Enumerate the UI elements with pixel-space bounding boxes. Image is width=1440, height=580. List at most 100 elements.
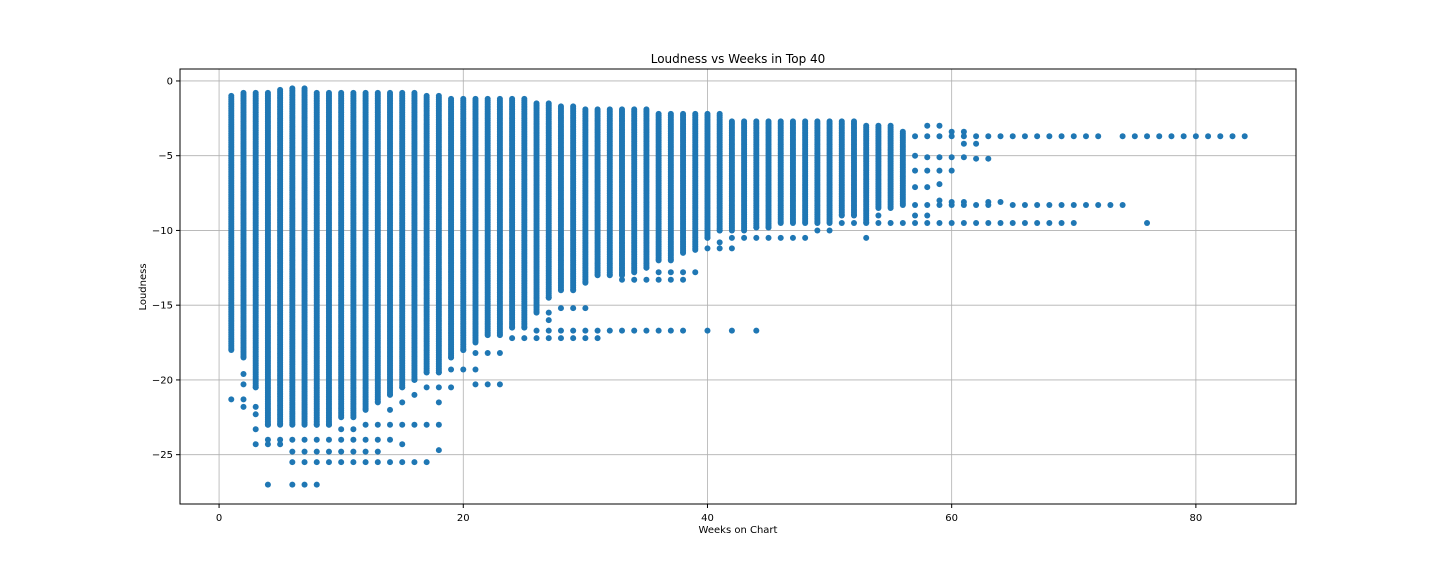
data-point — [387, 407, 393, 413]
data-point — [240, 381, 246, 387]
data-point — [338, 459, 344, 465]
data-point — [302, 437, 308, 443]
data-point — [399, 422, 405, 428]
data-point — [277, 441, 283, 447]
data-point — [326, 449, 332, 455]
data-point — [314, 437, 320, 443]
data-point — [350, 449, 356, 455]
data-point — [521, 325, 527, 331]
data-point — [399, 399, 405, 405]
data-point — [582, 335, 588, 341]
data-point — [558, 305, 564, 311]
data-point — [387, 459, 393, 465]
data-point — [460, 366, 466, 372]
data-point — [472, 381, 478, 387]
data-point — [521, 335, 527, 341]
data-point — [289, 449, 295, 455]
data-point — [595, 335, 601, 341]
grid-lines — [180, 69, 1296, 504]
data-point — [338, 426, 344, 432]
data-point — [485, 332, 491, 338]
data-point — [546, 295, 552, 301]
data-point — [338, 437, 344, 443]
data-point — [497, 381, 503, 387]
data-point — [228, 396, 234, 402]
data-point — [240, 371, 246, 377]
data-point — [289, 422, 295, 428]
data-point — [253, 411, 259, 417]
data-point — [302, 482, 308, 488]
data-point — [534, 328, 540, 334]
data-point — [375, 459, 381, 465]
data-point — [411, 392, 417, 398]
data-point — [436, 447, 442, 453]
data-point — [265, 482, 271, 488]
data-point — [607, 328, 613, 334]
data-point — [424, 422, 430, 428]
data-point — [326, 422, 332, 428]
data-point — [350, 414, 356, 420]
data-point — [314, 482, 320, 488]
data-point — [302, 459, 308, 465]
data-point — [265, 441, 271, 447]
data-point — [277, 422, 283, 428]
data-point — [302, 422, 308, 428]
data-point — [387, 422, 393, 428]
data-point — [570, 287, 576, 293]
data-point — [302, 449, 308, 455]
data-point — [338, 414, 344, 420]
data-point — [265, 422, 271, 428]
data-point — [253, 426, 259, 432]
data-point — [326, 437, 332, 443]
data-point — [509, 335, 515, 341]
data-point — [619, 328, 625, 334]
data-point — [509, 325, 515, 331]
data-point — [570, 328, 576, 334]
data-point — [497, 332, 503, 338]
data-point — [534, 310, 540, 316]
data-point — [350, 437, 356, 443]
data-point — [558, 335, 564, 341]
data-point — [289, 459, 295, 465]
data-point — [546, 317, 552, 323]
data-point — [228, 347, 234, 353]
data-point — [240, 355, 246, 361]
data-point — [582, 280, 588, 286]
data-point — [411, 377, 417, 383]
scatter-points — [228, 85, 1247, 487]
data-point — [595, 328, 601, 334]
data-point — [363, 437, 369, 443]
data-point — [436, 422, 442, 428]
data-point — [582, 328, 588, 334]
data-point — [387, 392, 393, 398]
data-point — [546, 328, 552, 334]
data-point — [448, 355, 454, 361]
data-point — [399, 384, 405, 390]
data-point — [558, 328, 564, 334]
data-point — [363, 407, 369, 413]
data-point — [534, 335, 540, 341]
data-point — [375, 422, 381, 428]
data-point — [338, 449, 344, 455]
data-point — [619, 277, 625, 283]
data-point — [472, 340, 478, 346]
data-point — [472, 350, 478, 356]
data-point — [424, 369, 430, 375]
data-point — [570, 335, 576, 341]
data-point — [289, 482, 295, 488]
data-point — [363, 459, 369, 465]
data-point — [424, 459, 430, 465]
data-point — [436, 384, 442, 390]
data-point — [497, 350, 503, 356]
data-point — [350, 459, 356, 465]
data-point — [314, 449, 320, 455]
data-point — [399, 441, 405, 447]
data-point — [460, 347, 466, 353]
data-point — [485, 350, 491, 356]
data-point — [436, 399, 442, 405]
data-point — [350, 426, 356, 432]
data-point — [546, 335, 552, 341]
data-point — [472, 366, 478, 372]
